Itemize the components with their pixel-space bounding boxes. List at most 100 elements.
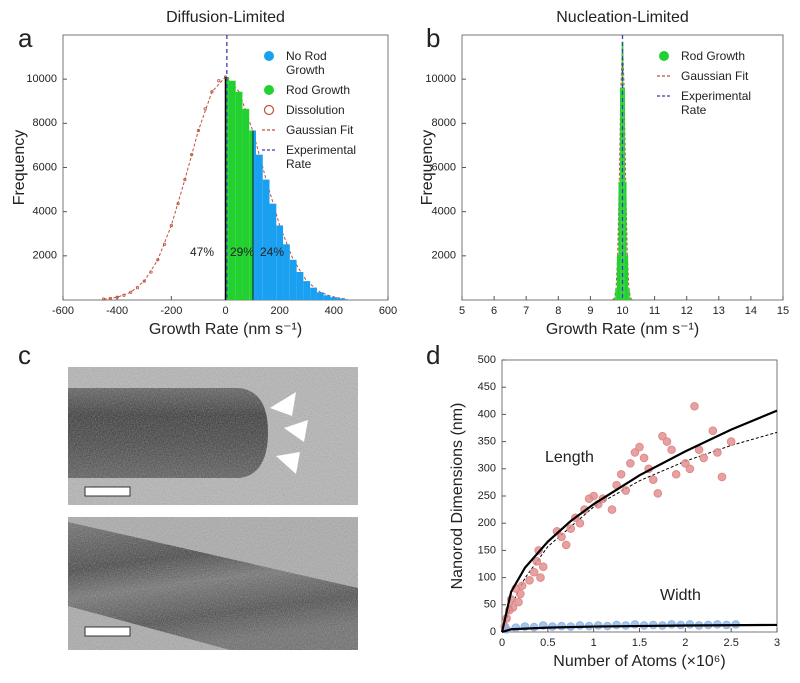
x-tick-label: 0 bbox=[499, 637, 505, 649]
scatter-point bbox=[557, 621, 566, 631]
legend-marker bbox=[657, 75, 671, 77]
dissolution-point bbox=[149, 270, 153, 274]
x-tick-label: -600 bbox=[52, 305, 74, 317]
series-label: Length bbox=[545, 449, 594, 466]
dissolution-point bbox=[183, 177, 187, 182]
scatter-point bbox=[681, 459, 690, 468]
dissolution-point bbox=[122, 293, 126, 297]
x-tick-label: 10 bbox=[616, 305, 628, 317]
y-tick-label: 4000 bbox=[33, 206, 57, 218]
percent-annotation: 47% bbox=[190, 245, 214, 259]
line bbox=[501, 431, 778, 633]
x-tick-label: 2 bbox=[682, 637, 688, 649]
scatter-point bbox=[658, 431, 667, 441]
legend-swatch bbox=[264, 85, 274, 95]
area-bar bbox=[323, 295, 331, 300]
y-tick-label: 6000 bbox=[33, 161, 57, 173]
legend-item: Rod Growth bbox=[260, 83, 360, 97]
legend-label: Rod Growth bbox=[681, 49, 746, 63]
x-tick-label: 9 bbox=[587, 305, 593, 317]
legend-label: Gaussian Fit bbox=[681, 69, 749, 83]
percent-annotation: 24% bbox=[260, 245, 284, 259]
dissolution-point bbox=[156, 258, 160, 262]
area-bar bbox=[623, 87, 625, 301]
legend-label: Rod Growth bbox=[286, 83, 351, 97]
dissolution-point bbox=[162, 242, 167, 246]
scatter-point bbox=[621, 486, 631, 495]
area-bar bbox=[618, 181, 621, 300]
y-tick-label: 2000 bbox=[33, 250, 57, 262]
scatter-point bbox=[538, 562, 548, 572]
area-bar bbox=[276, 225, 284, 300]
y-tick-label: 8000 bbox=[432, 117, 456, 129]
y-axis-label: Nanorod Dimensions (nm) bbox=[449, 403, 466, 590]
area-bar bbox=[252, 130, 256, 300]
x-tick-label: 1 bbox=[591, 637, 597, 649]
area-bar bbox=[316, 292, 324, 300]
scatter-point bbox=[662, 437, 672, 446]
area-bar bbox=[296, 271, 304, 300]
legend-swatch bbox=[263, 104, 275, 116]
scatter-point bbox=[514, 597, 523, 607]
legend-marker bbox=[263, 104, 275, 116]
area-bar bbox=[242, 108, 250, 301]
tem-image bbox=[68, 517, 358, 650]
scatter-point bbox=[685, 464, 695, 474]
area-bar bbox=[620, 87, 622, 301]
scatter-point bbox=[671, 469, 681, 479]
legend-item: Gaussian Fit bbox=[260, 123, 360, 137]
scatter-point bbox=[575, 518, 585, 528]
dissolution-point bbox=[203, 107, 207, 111]
y-tick-label: 100 bbox=[478, 572, 496, 584]
dissolution-point bbox=[169, 223, 173, 228]
scatter-point bbox=[589, 491, 598, 501]
scatter-point bbox=[667, 445, 676, 455]
y-tick-label: 8000 bbox=[33, 117, 57, 129]
legend-item: Gaussian Fit bbox=[655, 69, 755, 83]
scatter-point bbox=[690, 401, 699, 411]
line bbox=[500, 409, 778, 633]
legend-label: Experimental Rate bbox=[681, 89, 752, 117]
panel-letter: c bbox=[18, 340, 31, 370]
x-tick-label: 8 bbox=[555, 305, 561, 317]
scatter-point bbox=[536, 573, 545, 582]
legend-label: Gaussian Fit bbox=[286, 123, 354, 137]
scatter-point bbox=[635, 442, 644, 452]
area-bar bbox=[616, 255, 619, 300]
y-tick-label: 200 bbox=[478, 517, 496, 529]
scatter-point bbox=[653, 488, 663, 498]
y-tick-label: 2000 bbox=[432, 250, 456, 262]
y-tick-label: 400 bbox=[478, 408, 496, 420]
scatter-point bbox=[616, 469, 626, 479]
y-tick-label: 10000 bbox=[26, 73, 57, 85]
area-bar bbox=[255, 154, 263, 300]
area-bar bbox=[330, 297, 338, 300]
legend-marker bbox=[659, 51, 669, 61]
legend-item: Experimental Rate bbox=[655, 89, 755, 117]
scatter-point bbox=[529, 567, 539, 577]
panel-letter: a bbox=[18, 23, 33, 53]
y-tick-label: 350 bbox=[478, 436, 496, 448]
area-bar bbox=[613, 298, 616, 300]
legend-swatch bbox=[264, 51, 274, 61]
x-tick-label: -200 bbox=[160, 305, 182, 317]
legend-swatch bbox=[659, 51, 669, 61]
area-bar bbox=[303, 281, 311, 300]
y-tick-label: 4000 bbox=[432, 206, 456, 218]
scatter-point bbox=[612, 620, 621, 630]
area-bar bbox=[343, 299, 348, 300]
scatter-point bbox=[557, 532, 566, 542]
x-tick-label: 14 bbox=[745, 305, 757, 317]
legend-marker bbox=[262, 149, 276, 151]
scatter-point bbox=[699, 453, 708, 463]
scatter-point bbox=[639, 453, 649, 463]
x-tick-label: 0 bbox=[222, 305, 228, 317]
legend-item: Rod Growth bbox=[655, 49, 755, 63]
dissolution-point bbox=[176, 202, 180, 206]
dissolution-point bbox=[142, 279, 146, 283]
tem-image bbox=[68, 367, 358, 505]
dissolution-point bbox=[196, 128, 201, 133]
y-tick-label: 250 bbox=[478, 490, 496, 502]
